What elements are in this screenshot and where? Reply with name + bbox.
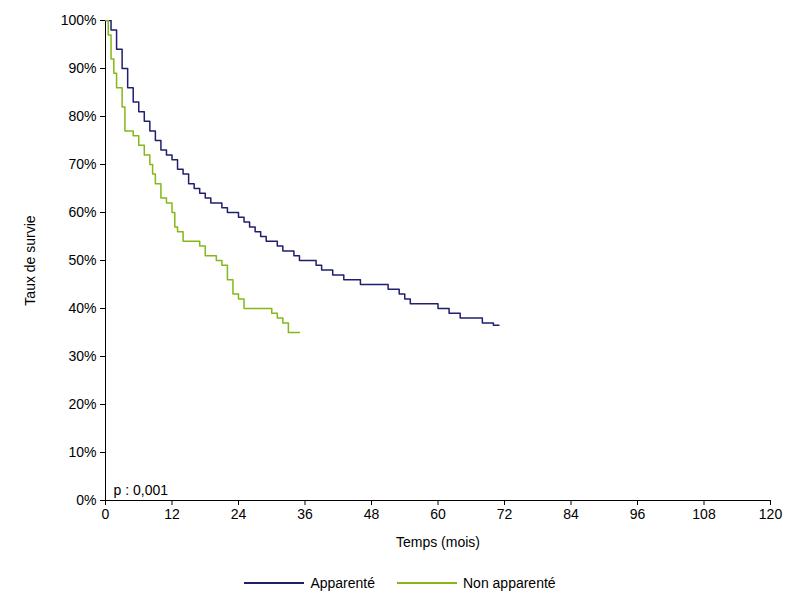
svg-text:100%: 100%: [61, 12, 97, 28]
svg-text:Temps (mois): Temps (mois): [396, 534, 480, 550]
svg-text:50%: 50%: [68, 252, 96, 268]
svg-text:p : 0,001: p : 0,001: [114, 482, 169, 498]
svg-text:36: 36: [297, 506, 313, 522]
svg-text:40%: 40%: [68, 300, 96, 316]
svg-text:0: 0: [102, 506, 110, 522]
svg-text:84: 84: [563, 506, 579, 522]
svg-text:120: 120: [759, 506, 783, 522]
svg-text:108: 108: [692, 506, 716, 522]
svg-text:0%: 0%: [76, 492, 96, 508]
svg-text:72: 72: [497, 506, 513, 522]
svg-text:90%: 90%: [68, 60, 96, 76]
svg-text:70%: 70%: [68, 156, 96, 172]
svg-text:30%: 30%: [68, 348, 96, 364]
svg-text:80%: 80%: [68, 108, 96, 124]
svg-text:96: 96: [630, 506, 646, 522]
svg-text:48: 48: [364, 506, 380, 522]
svg-text:10%: 10%: [68, 444, 96, 460]
svg-text:20%: 20%: [68, 396, 96, 412]
html-text:Non apparenté: Non apparenté: [463, 575, 556, 591]
svg-text:60%: 60%: [68, 204, 96, 220]
svg-text:60: 60: [430, 506, 446, 522]
svg-text:12: 12: [164, 506, 180, 522]
svg-text:Taux de survie: Taux de survie: [22, 215, 38, 305]
svg-text:24: 24: [231, 506, 247, 522]
html-text:Apparenté: Apparenté: [310, 575, 375, 591]
